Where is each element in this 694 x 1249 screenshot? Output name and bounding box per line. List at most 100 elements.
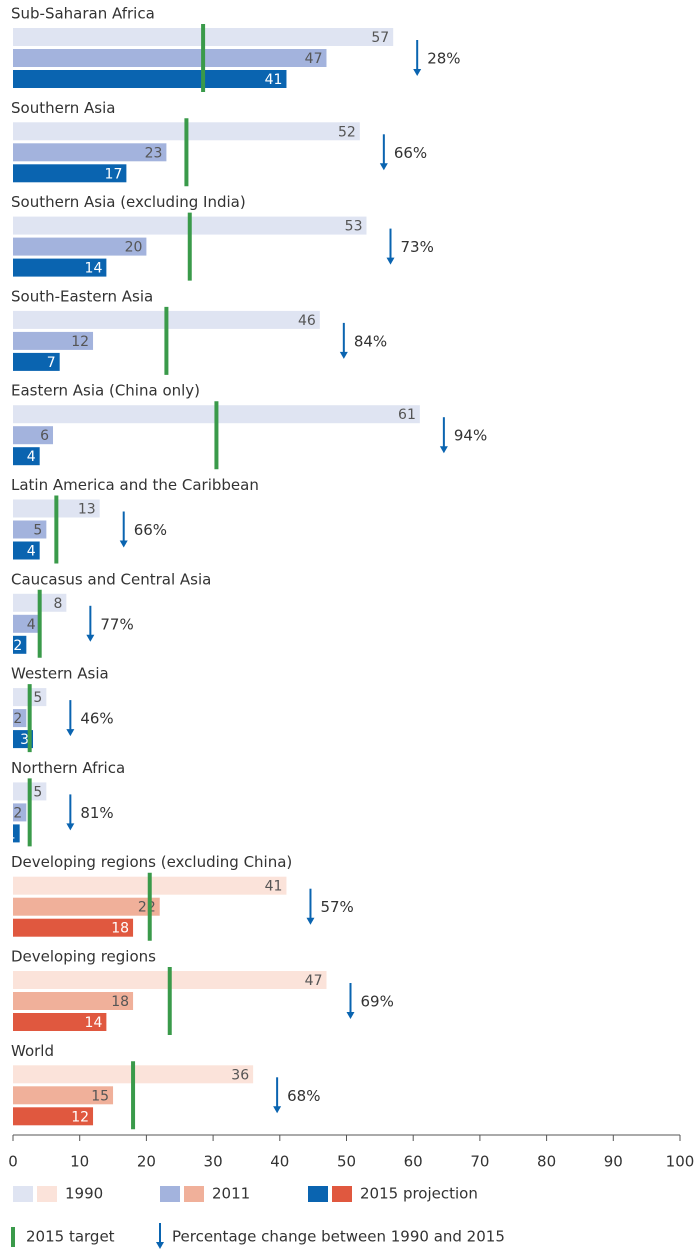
bar (13, 164, 127, 183)
change-arrow (119, 511, 128, 548)
data-label: 4 (27, 544, 36, 560)
arrow-head (273, 1106, 282, 1114)
category-label: Southern Asia (excluding India) (11, 193, 246, 211)
legend-swatch (308, 1186, 328, 1202)
category-label: Southern Asia (11, 99, 115, 117)
change-arrow (439, 417, 448, 454)
data-label: 47 (305, 973, 323, 989)
x-tick-label: 90 (604, 1153, 623, 1171)
category-label: Developing regions (excluding China) (11, 853, 292, 871)
change-arrow (273, 1077, 282, 1114)
data-label: 5 (33, 523, 42, 539)
bar (13, 897, 160, 916)
arrow-head (86, 634, 95, 642)
data-label: 6 (40, 428, 49, 444)
data-label: 5 (33, 784, 42, 800)
data-label: 41 (265, 72, 283, 88)
arrow-head (339, 351, 348, 359)
data-label: 61 (398, 407, 416, 423)
x-tick-label: 100 (666, 1153, 694, 1171)
data-label: 46 (298, 313, 316, 329)
data-label: 20 (125, 240, 143, 256)
data-label: 14 (85, 1015, 103, 1031)
legend-label: 2015 projection (360, 1185, 478, 1203)
legend-swatch (160, 1186, 180, 1202)
x-tick-label: 40 (270, 1153, 289, 1171)
change-arrow (386, 228, 395, 265)
change-label: 57% (320, 898, 353, 916)
category-label: Eastern Asia (China only) (11, 382, 200, 400)
data-label: 4 (27, 449, 36, 465)
x-tick-label: 70 (470, 1153, 489, 1171)
x-tick-label: 60 (404, 1153, 423, 1171)
data-label: 12 (71, 334, 89, 350)
bar (13, 1086, 114, 1105)
arrow-head (66, 729, 75, 737)
change-label: 66% (394, 144, 427, 162)
bar (13, 258, 107, 277)
bar (13, 49, 327, 67)
arrow-head (346, 1012, 355, 1019)
bar (13, 331, 94, 350)
bar (13, 803, 27, 822)
change-arrow (66, 794, 75, 831)
arrow-head (439, 446, 448, 454)
change-arrow (346, 983, 355, 1019)
change-label: 84% (354, 332, 387, 350)
bar (13, 1107, 94, 1126)
bar (13, 635, 27, 654)
legend-label: 1990 (65, 1185, 103, 1203)
category-label: Caucasus and Central Asia (11, 570, 211, 588)
arrow-head (66, 823, 75, 831)
data-label: 53 (345, 219, 363, 235)
x-tick-label: 50 (337, 1153, 356, 1171)
data-label: 36 (231, 1067, 249, 1083)
change-label: 66% (134, 521, 167, 539)
change-label: 68% (287, 1087, 320, 1105)
bar (13, 709, 27, 728)
data-label: 4 (27, 617, 36, 633)
bar (13, 541, 40, 560)
data-label: 57 (371, 30, 389, 46)
bar (13, 614, 40, 633)
data-label: 23 (145, 145, 163, 161)
x-tick-label: 20 (137, 1153, 156, 1171)
bar (13, 1013, 107, 1031)
bar (13, 143, 167, 162)
change-label: 81% (80, 804, 113, 822)
data-label: 3 (20, 732, 29, 748)
data-label: 18 (111, 921, 129, 937)
bar (13, 237, 147, 256)
arrow-head (379, 163, 388, 171)
bar (13, 447, 40, 466)
legend-swatch (332, 1186, 352, 1202)
arrow-head (306, 917, 315, 925)
legend-swatch (13, 1186, 33, 1202)
data-label: 2 (13, 805, 22, 821)
x-tick-label: 10 (70, 1153, 89, 1171)
data-label: 12 (71, 1109, 89, 1125)
category-label: Sub-Saharan Africa (11, 5, 155, 23)
data-label: 13 (78, 502, 96, 518)
bar (13, 824, 20, 843)
data-label: 47 (305, 51, 323, 67)
change-arrow (86, 605, 95, 642)
data-label: 17 (105, 166, 123, 182)
data-label: 1 (7, 826, 16, 842)
change-label: 73% (401, 238, 434, 256)
category-label: World (11, 1042, 54, 1060)
arrow-head (156, 1242, 164, 1249)
bar (13, 992, 134, 1010)
bar (13, 352, 60, 371)
bar (13, 426, 54, 445)
change-label: 94% (454, 427, 487, 445)
change-arrow (413, 40, 422, 76)
bar (13, 918, 134, 937)
bar (13, 70, 287, 88)
data-label: 41 (265, 879, 283, 895)
change-arrow (66, 700, 75, 737)
change-arrow (156, 1223, 164, 1249)
arrow-head (386, 257, 395, 265)
data-label: 2 (13, 711, 22, 727)
